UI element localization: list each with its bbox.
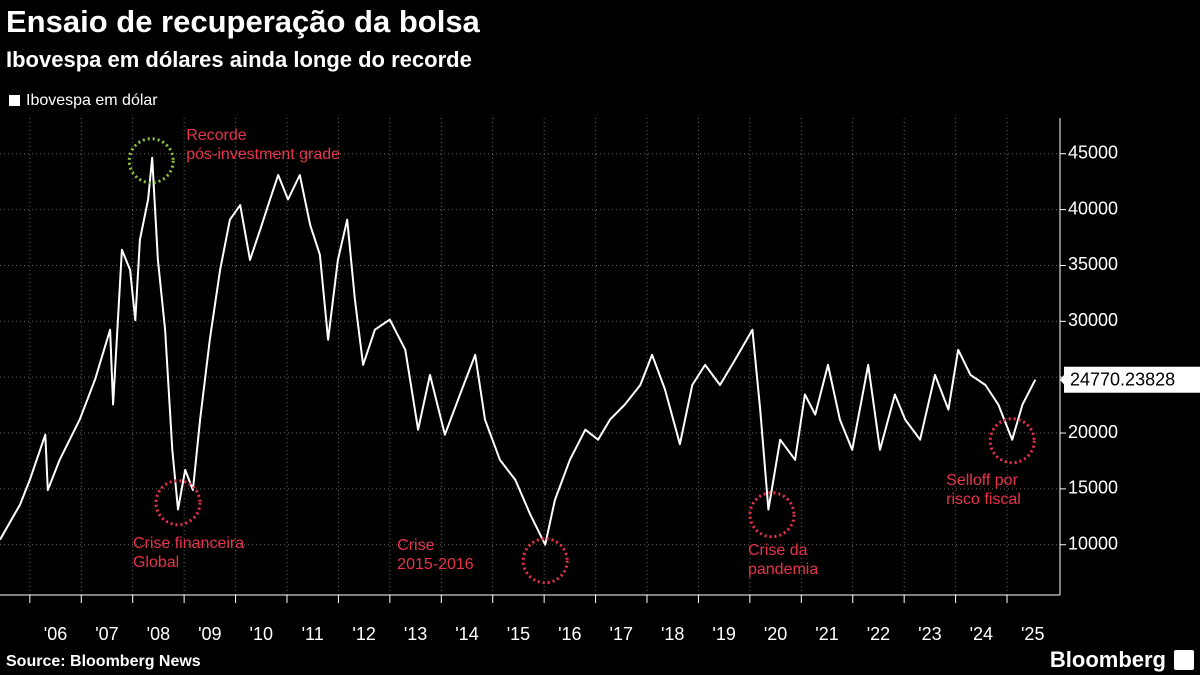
x-tick-label: '08 xyxy=(147,624,170,644)
annotation-text: 2015-2016 xyxy=(397,556,474,573)
x-tick-label: '15 xyxy=(507,624,530,644)
x-tick-label: '21 xyxy=(815,624,838,644)
x-tick-label: '16 xyxy=(558,624,581,644)
chart-title: Ensaio de recuperação da bolsa xyxy=(6,4,481,39)
annotation-circle xyxy=(127,137,175,185)
x-tick-label: '25 xyxy=(1021,624,1044,644)
legend-swatch xyxy=(9,95,20,106)
x-tick-label: '12 xyxy=(352,624,375,644)
y-tick-label: 15000 xyxy=(1068,478,1118,498)
x-tick-label: '14 xyxy=(455,624,478,644)
y-tick-label: 30000 xyxy=(1068,310,1118,330)
y-tick-label: 40000 xyxy=(1068,198,1118,218)
x-tick-label: '20 xyxy=(764,624,787,644)
annotation-text: Crise financeira xyxy=(133,535,244,552)
source: Source: Bloomberg News xyxy=(6,653,201,670)
last-value-box xyxy=(1064,366,1200,393)
x-tick-label: '11 xyxy=(302,624,324,644)
annotation-text: Selloff por xyxy=(946,472,1018,489)
x-tick-label: '24 xyxy=(970,624,993,644)
y-tick-label: 20000 xyxy=(1068,422,1118,442)
x-tick-label: '18 xyxy=(661,624,684,644)
annotation-circle xyxy=(521,537,569,585)
chart-subtitle: Ibovespa em dólares ainda longe do recor… xyxy=(6,47,472,72)
annotation-circle xyxy=(748,491,796,539)
brand: Bloomberg xyxy=(1050,647,1166,672)
last-value-label: 24770.23828 xyxy=(1070,369,1175,389)
brand-icon xyxy=(1174,650,1194,670)
x-tick-label: '09 xyxy=(198,624,221,644)
x-tick-label: '13 xyxy=(404,624,427,644)
x-tick-label: '06 xyxy=(44,624,67,644)
x-tick-label: '22 xyxy=(867,624,890,644)
y-tick-label: 35000 xyxy=(1068,254,1118,274)
last-value-pointer xyxy=(1060,373,1065,386)
x-tick-label: '10 xyxy=(250,624,273,644)
annotation-text: Crise xyxy=(397,537,434,554)
annotation-text: pandemia xyxy=(748,561,818,578)
x-tick-label: '19 xyxy=(712,624,735,644)
annotation-text: pós-investment grade xyxy=(186,146,340,163)
annotation-text: Global xyxy=(133,554,179,571)
series-line xyxy=(0,156,1037,546)
x-tick-label: '17 xyxy=(610,624,633,644)
annotation-circle xyxy=(988,417,1036,465)
y-tick-label: 45000 xyxy=(1068,142,1118,162)
annotation-text: Crise da xyxy=(748,542,808,559)
x-tick-label: '07 xyxy=(95,624,118,644)
legend-label: Ibovespa em dólar xyxy=(26,92,158,109)
annotation-text: risco fiscal xyxy=(946,491,1021,508)
y-tick-label: 10000 xyxy=(1068,533,1118,553)
x-tick-label: '23 xyxy=(918,624,941,644)
annotation-text: Recorde xyxy=(186,127,247,144)
